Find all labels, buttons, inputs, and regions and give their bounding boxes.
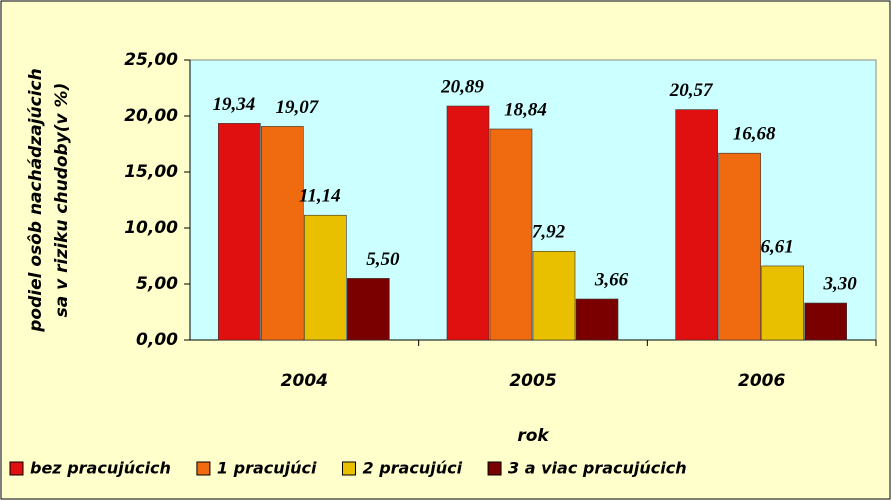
bar — [675, 109, 718, 341]
legend-label: 2 pracujúci — [362, 459, 462, 478]
bar — [218, 123, 261, 341]
value-label: 6,61 — [761, 236, 794, 257]
bar — [446, 105, 490, 341]
value-label: 18,84 — [504, 99, 547, 120]
bar — [261, 126, 304, 341]
value-label: 19,34 — [212, 94, 255, 115]
value-label: 7,92 — [532, 222, 566, 243]
x-tick-label: 2004 — [281, 371, 328, 391]
legend-label: 1 pracujúci — [217, 459, 317, 478]
y-tick-label: 10,00 — [124, 218, 178, 238]
bar — [347, 278, 390, 341]
legend-swatch — [487, 461, 502, 476]
bar — [489, 128, 533, 341]
legend-swatch — [341, 461, 356, 476]
y-tick-label: 0,00 — [136, 330, 178, 350]
x-tick-label: 2005 — [509, 371, 556, 391]
value-label: 19,07 — [275, 97, 319, 118]
y-axis-title: podiel osôb nachádzajúcich — [26, 68, 46, 332]
y-axis-title: sa v riziku chudoby(v %) — [52, 83, 72, 318]
legend-label: 3 a viac pracujúcich — [508, 459, 687, 478]
bar — [761, 265, 804, 341]
bar — [575, 298, 619, 341]
value-label: 11,14 — [299, 186, 341, 207]
value-label: 16,68 — [733, 124, 776, 145]
bar — [304, 214, 347, 341]
bar — [804, 302, 847, 341]
y-tick-label: 5,00 — [136, 274, 178, 294]
x-axis-title: rok — [517, 426, 550, 446]
value-label: 3,66 — [594, 269, 629, 290]
y-tick-label: 15,00 — [124, 162, 178, 182]
y-tick-label: 25,00 — [124, 50, 178, 70]
legend-swatch — [196, 461, 211, 476]
x-tick-label: 2006 — [738, 371, 785, 391]
legend-swatch — [9, 461, 24, 476]
value-label: 20,57 — [669, 80, 714, 101]
legend-label: bez pracujúcich — [30, 459, 171, 478]
bar — [718, 152, 761, 341]
y-tick-label: 20,00 — [124, 106, 178, 126]
value-label: 20,89 — [440, 76, 484, 97]
value-label: 3,30 — [823, 273, 858, 294]
bar — [532, 250, 576, 341]
value-label: 5,50 — [366, 249, 400, 270]
